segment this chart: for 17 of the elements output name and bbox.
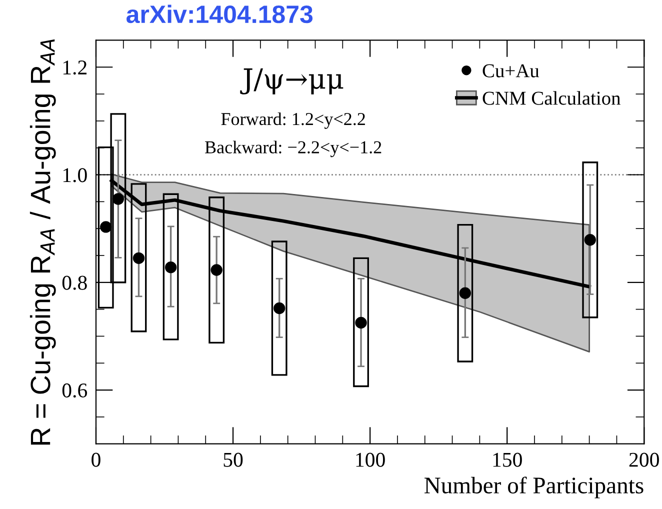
legend-label: CNM Calculation (482, 91, 620, 105)
annotation: Backward: −2.2<y<−1.2 (205, 140, 382, 158)
text: arXiv:1404.1873 (126, 4, 313, 24)
x-tick-label: 200 (629, 452, 659, 467)
x-tick-label: 0 (92, 452, 100, 467)
y-tick-label: 0.8 (62, 276, 87, 290)
text: J/ψ→μμ (240, 68, 344, 94)
y-axis-title: R = Cu-going R$_{AA}$ / Au-going R$_{AA}$ (30, 39, 56, 445)
x-tick-label: 50 (224, 452, 243, 467)
annotation: Forward: 1.2<y<2.2 (221, 112, 365, 129)
y-tick-label: 0.6 (62, 383, 88, 398)
legend-label: Cu+Au (482, 64, 540, 78)
x-tick-label: 150 (493, 452, 522, 467)
x-axis-title: Number of Participants (424, 476, 644, 498)
y-tick-label: 1.2 (63, 60, 87, 75)
y-tick-label: 1.0 (63, 168, 87, 182)
x-tick-label: 100 (356, 452, 385, 467)
